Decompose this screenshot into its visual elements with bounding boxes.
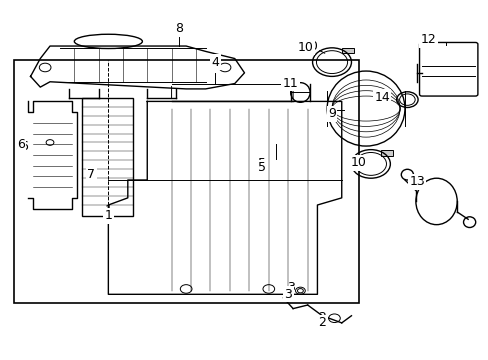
Text: 14: 14 <box>374 90 390 103</box>
Text: 8: 8 <box>175 25 183 38</box>
Text: 7: 7 <box>87 168 95 181</box>
Text: 12: 12 <box>418 32 434 45</box>
Text: 4: 4 <box>211 55 219 69</box>
Text: 5: 5 <box>257 161 265 174</box>
Text: 13: 13 <box>408 175 424 188</box>
Text: 10: 10 <box>302 40 317 53</box>
Text: 6: 6 <box>17 138 25 151</box>
Bar <box>14 60 358 303</box>
Bar <box>81 98 132 216</box>
Text: 3: 3 <box>286 281 294 294</box>
Text: 1: 1 <box>104 209 112 222</box>
Text: 10: 10 <box>350 154 366 167</box>
Text: 3: 3 <box>284 288 292 301</box>
Bar <box>380 150 392 156</box>
Text: 6: 6 <box>20 140 28 153</box>
Text: 11: 11 <box>282 77 298 90</box>
Text: 2: 2 <box>318 311 325 324</box>
Text: 5: 5 <box>257 157 265 170</box>
Text: 13: 13 <box>411 174 427 186</box>
Text: 10: 10 <box>350 156 366 169</box>
Text: 11: 11 <box>285 75 301 88</box>
Text: 10: 10 <box>297 41 313 54</box>
Text: 9: 9 <box>327 107 335 120</box>
Text: 1: 1 <box>104 204 112 217</box>
Bar <box>341 48 353 53</box>
Text: 4: 4 <box>211 59 219 72</box>
Text: 8: 8 <box>175 22 183 35</box>
Text: 9: 9 <box>327 105 335 119</box>
Text: 7: 7 <box>85 166 93 179</box>
Text: 2: 2 <box>318 316 325 329</box>
Text: 14: 14 <box>373 91 389 104</box>
Text: 12: 12 <box>420 33 435 46</box>
